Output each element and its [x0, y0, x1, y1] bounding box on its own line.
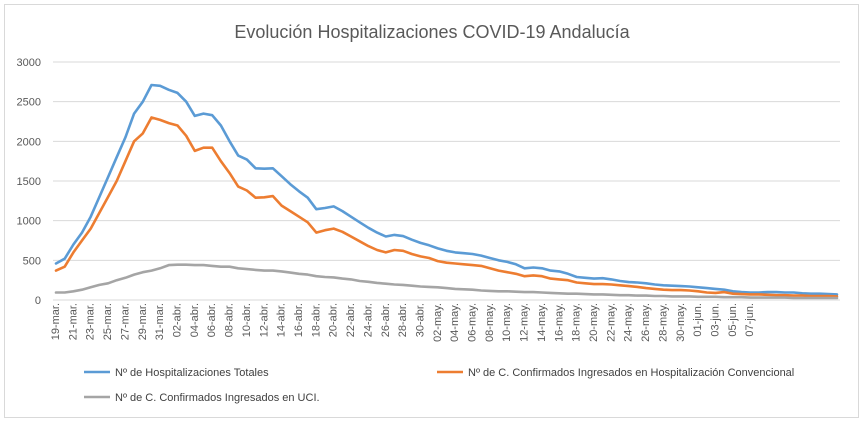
- x-tick-label: 08-abr.: [224, 303, 236, 337]
- y-tick-label: 1500: [17, 176, 41, 188]
- x-tick-label: 20-may.: [588, 303, 600, 342]
- x-tick-label: 02-abr.: [171, 303, 183, 337]
- y-tick-label: 0: [35, 295, 41, 307]
- x-tick-label: 20-abr.: [328, 303, 340, 337]
- x-tick-label: 26-may.: [640, 303, 652, 342]
- y-tick-label: 500: [23, 255, 41, 267]
- legend-label: Nº de C. Confirmados Ingresados en Hospi…: [468, 367, 794, 379]
- series-line: [54, 83, 839, 296]
- x-tick-label: 01-jun.: [692, 303, 704, 337]
- x-tick-label: 04-may.: [449, 303, 461, 342]
- y-axis-tick-labels: 0 500 1000 1500 2000 2500 3000: [17, 57, 41, 307]
- x-tick-label: 05-jun.: [727, 303, 739, 337]
- x-tick-label: 04-abr.: [189, 303, 201, 337]
- x-tick-label: 22-may.: [605, 303, 617, 342]
- legend: Nº de Hospitalizaciones Totales Nº de C. …: [84, 367, 794, 404]
- x-tick-label: 22-abr.: [345, 303, 357, 337]
- gridlines: [53, 61, 840, 261]
- series-lines: [54, 83, 839, 300]
- x-tick-label: 08-may.: [484, 303, 496, 342]
- legend-label: Nº de C. Confirmados Ingresados en UCI.: [115, 392, 320, 404]
- x-tick-label: 10-abr.: [241, 303, 253, 337]
- x-tick-label: 28-abr.: [397, 303, 409, 337]
- x-tick-label: 12-abr.: [258, 303, 270, 337]
- x-tick-label: 30-may.: [675, 303, 687, 342]
- x-tick-label: 14-abr.: [276, 303, 288, 337]
- x-tick-label: 29-mar.: [137, 303, 149, 340]
- legend-label: Nº de Hospitalizaciones Totales: [115, 367, 269, 379]
- x-tick-label: 16-may.: [553, 303, 565, 342]
- x-tick-label: 02-may.: [432, 303, 444, 342]
- chart-title: Evolución Hospitalizaciones COVID-19 And…: [234, 22, 630, 42]
- y-tick-label: 2000: [17, 136, 41, 148]
- x-tick-label: 27-mar.: [119, 303, 131, 340]
- x-tick-label: 26-abr.: [380, 303, 392, 337]
- y-tick-label: 2500: [17, 97, 41, 109]
- series-line: [54, 263, 839, 300]
- x-axis-tick-labels: 19-mar. 21-mar. 23-mar. 25-mar. 27-mar. 29-ma…: [50, 303, 756, 342]
- x-tick-label: 24-abr.: [362, 303, 374, 337]
- y-tick-label: 3000: [17, 57, 41, 69]
- x-tick-label: 06-abr.: [206, 303, 218, 337]
- x-tick-label: 14-may.: [536, 303, 548, 342]
- x-tick-label: 03-jun.: [710, 303, 722, 337]
- x-tick-label: 31-mar.: [154, 303, 166, 340]
- x-tick-label: 10-may.: [501, 303, 513, 342]
- x-tick-label: 06-may.: [467, 303, 479, 342]
- x-tick-label: 12-may.: [519, 303, 531, 342]
- x-tick-label: 25-mar.: [102, 303, 114, 340]
- x-tick-label: 18-may.: [571, 303, 583, 342]
- x-tick-label: 24-may.: [623, 303, 635, 342]
- y-tick-label: 1000: [17, 216, 41, 228]
- x-tick-label: 28-may.: [657, 303, 669, 342]
- x-tick-label: 16-abr.: [293, 303, 305, 337]
- x-tick-label: 19-mar.: [50, 303, 62, 340]
- x-tick-label: 18-abr.: [310, 303, 322, 337]
- x-tick-label: 23-mar.: [85, 303, 97, 340]
- series-line: [54, 116, 839, 298]
- x-tick-label: 30-abr.: [414, 303, 426, 337]
- x-tick-label: 07-jun.: [744, 303, 756, 337]
- chart-frame: [4, 4, 859, 418]
- x-tick-label: 21-mar.: [67, 303, 79, 340]
